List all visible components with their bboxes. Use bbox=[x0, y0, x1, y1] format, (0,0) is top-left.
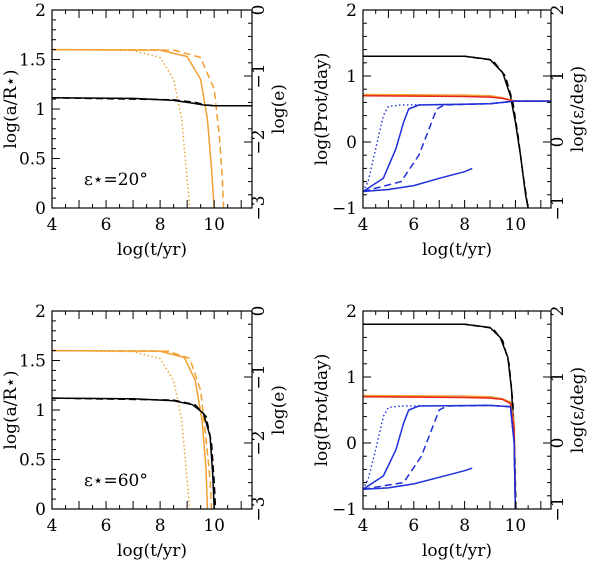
x-axis-label: log(t/yr) bbox=[422, 240, 492, 260]
panel-top-right: 4 6 8 10 −1 0 1 2 −1 0 1 2 log(t/yr) log(Prot/day) log… bbox=[312, 1, 588, 260]
x-tick-label: 8 bbox=[155, 215, 166, 235]
x-tick-label: 4 bbox=[47, 215, 58, 235]
obliquity-annotation: ε⋆=20° bbox=[84, 170, 148, 190]
y2-tick-label: −1 bbox=[548, 195, 568, 220]
y-tick-label: 2 bbox=[35, 1, 46, 21]
series-prot-dashed bbox=[363, 55, 529, 208]
series-e-dashed bbox=[52, 97, 252, 107]
y-tick-label: 1 bbox=[35, 401, 46, 421]
series-group bbox=[52, 48, 252, 208]
y-tick-label: 0.5 bbox=[19, 451, 46, 471]
y-axis-label: log(Prot/day) bbox=[312, 354, 332, 467]
x-tick-label: 6 bbox=[408, 516, 419, 536]
series-prot-solid bbox=[363, 323, 517, 509]
series-prot-blue-dashed bbox=[363, 404, 517, 509]
y2-tick-label: −3 bbox=[249, 496, 269, 521]
y2-axis-label: log(e) bbox=[269, 385, 289, 435]
y2-tick-label: 2 bbox=[548, 306, 568, 317]
x-tick-label: 6 bbox=[101, 215, 112, 235]
y2-axis-label: log(e) bbox=[269, 84, 289, 134]
plot-frame bbox=[362, 310, 552, 510]
y-tick-label: 1 bbox=[35, 100, 46, 120]
y-tick-label: 0 bbox=[346, 434, 357, 454]
y2-axis-label: log(ε/deg) bbox=[568, 367, 588, 453]
series-prot-blue-solid bbox=[363, 404, 517, 509]
series-e-dashed bbox=[52, 397, 217, 509]
series-group bbox=[363, 323, 517, 509]
plot-frame bbox=[362, 9, 552, 209]
plot-frame bbox=[51, 310, 253, 510]
panel-bottom-left: 4 6 8 10 0 0.5 1 1.5 2 −3 −2 −1 0 log(t/yr) log(a/R⋆) l… bbox=[1, 302, 289, 561]
x-tick-label: 8 bbox=[459, 516, 470, 536]
x-tick-label: 4 bbox=[47, 516, 58, 536]
x-tick-label: 10 bbox=[505, 516, 527, 536]
series-group bbox=[52, 349, 217, 509]
series-prot-blue-dotted bbox=[363, 404, 517, 509]
y-axis-label: log(a/R⋆) bbox=[1, 69, 21, 148]
y-tick-label: 0 bbox=[35, 199, 46, 219]
y-tick-label: 0 bbox=[35, 500, 46, 520]
panel-top-left: 4 6 8 10 0 0.5 1 1.5 2 −3 −2 −1 0 log(t/yr) log(a/R⋆) l… bbox=[1, 1, 289, 260]
plot-frame bbox=[51, 9, 253, 209]
y-tick-label: 1 bbox=[346, 67, 357, 87]
x-axis-label: log(t/yr) bbox=[117, 240, 187, 260]
y2-tick-label: 1 bbox=[548, 372, 568, 383]
series-e-solid bbox=[52, 397, 215, 509]
y-axis-label: log(a/R⋆) bbox=[1, 370, 21, 449]
x-tick-label: 6 bbox=[408, 215, 419, 235]
y-tick-label: 2 bbox=[35, 302, 46, 322]
y-tick-label: 2 bbox=[346, 302, 357, 322]
y2-tick-label: −1 bbox=[548, 496, 568, 521]
y-tick-label: 0 bbox=[346, 133, 357, 153]
y2-tick-label: 0 bbox=[249, 306, 269, 317]
y2-axis-label: log(ε/deg) bbox=[568, 66, 588, 152]
x-tick-label: 4 bbox=[358, 516, 369, 536]
y-tick-label: −1 bbox=[332, 199, 357, 219]
y2-tick-label: −3 bbox=[249, 195, 269, 220]
x-tick-label: 8 bbox=[155, 516, 166, 536]
series-a-dashed bbox=[52, 48, 225, 208]
y-tick-label: −1 bbox=[332, 500, 357, 520]
y-tick-label: 2 bbox=[346, 1, 357, 21]
y2-tick-label: 1 bbox=[548, 71, 568, 82]
series-prot-dashed bbox=[363, 323, 517, 509]
x-tick-label: 8 bbox=[459, 215, 470, 235]
y-axis-label: log(Prot/day) bbox=[312, 53, 332, 166]
panel-bottom-right: 4 6 8 10 −1 0 1 2 −1 0 1 2 log(t/yr) log(Prot/day) log… bbox=[312, 302, 588, 561]
x-tick-label: 10 bbox=[203, 516, 225, 536]
y-tick-label: 1 bbox=[346, 368, 357, 388]
x-axis-label: log(t/yr) bbox=[422, 541, 492, 561]
y2-tick-label: 0 bbox=[548, 137, 568, 148]
series-prot-blue-lower bbox=[363, 167, 473, 193]
series-prot-blue-dashed bbox=[363, 100, 551, 193]
y-tick-label: 0.5 bbox=[19, 150, 46, 170]
x-tick-label: 6 bbox=[101, 516, 112, 536]
y2-tick-label: 0 bbox=[249, 5, 269, 16]
x-tick-label: 10 bbox=[505, 215, 527, 235]
y2-tick-label: −2 bbox=[249, 430, 269, 455]
series-obliq-red bbox=[363, 95, 551, 102]
series-a-solid bbox=[52, 48, 215, 208]
series-group bbox=[363, 55, 551, 208]
series-a-dashed bbox=[52, 349, 213, 509]
y2-tick-label: 0 bbox=[548, 438, 568, 449]
y2-tick-label: −2 bbox=[249, 129, 269, 154]
series-a-solid bbox=[52, 349, 209, 509]
x-axis-label: log(t/yr) bbox=[117, 541, 187, 561]
y2-tick-label: −1 bbox=[249, 63, 269, 88]
obliquity-annotation: ε⋆=60° bbox=[84, 471, 148, 491]
y-tick-label: 1.5 bbox=[19, 352, 46, 372]
series-obliq-red bbox=[363, 396, 517, 509]
y2-tick-label: −1 bbox=[249, 364, 269, 389]
x-tick-label: 10 bbox=[203, 215, 225, 235]
series-prot-blue-lower bbox=[363, 467, 473, 490]
x-tick-label: 4 bbox=[358, 215, 369, 235]
y2-tick-label: 2 bbox=[548, 5, 568, 16]
y-tick-label: 1.5 bbox=[19, 51, 46, 71]
